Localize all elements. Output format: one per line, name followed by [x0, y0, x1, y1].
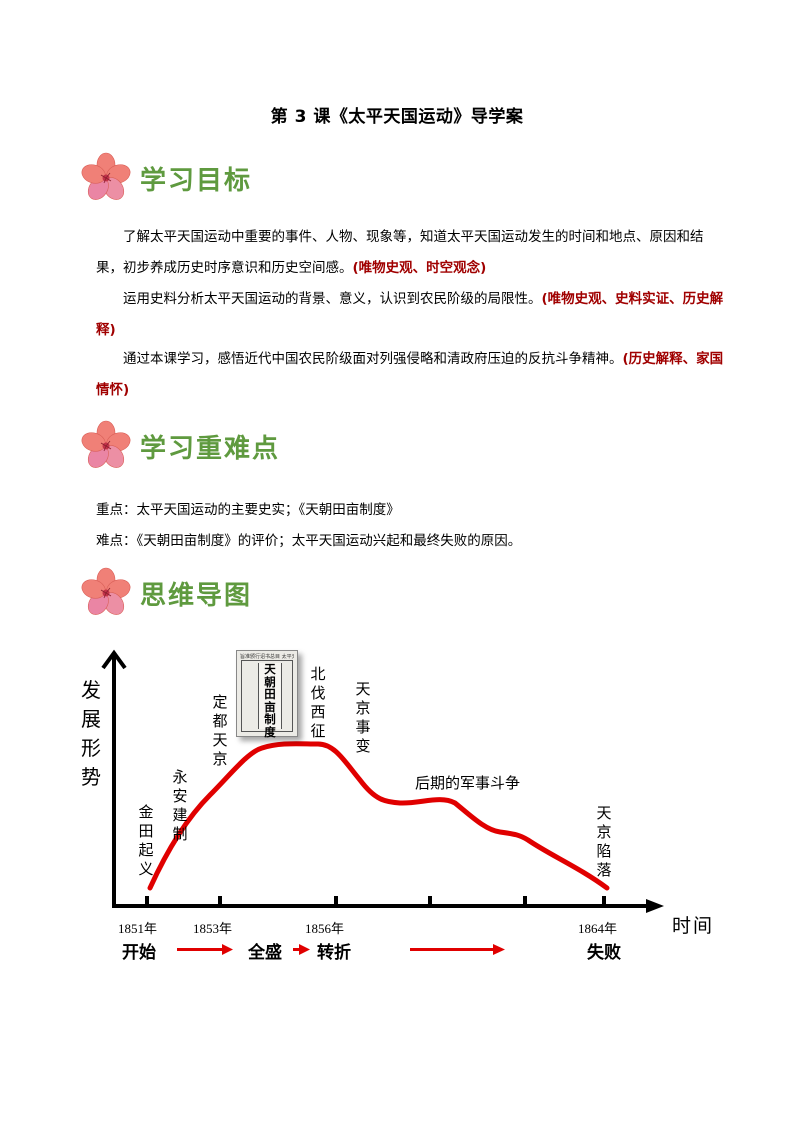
event-label-north-west-expedition: 北伐西征: [310, 665, 326, 740]
difficult-point-item: 难点：《天朝田亩制度》的评价；太平天国运动兴起和最终失败的原因。: [96, 533, 522, 549]
competency-tag: (唯物史观、时空观念): [352, 260, 487, 276]
competency-tag: (唯物史观、史料实证、历史解释): [96, 291, 724, 338]
y-axis: [101, 649, 127, 907]
x-axis-label: 时间: [672, 915, 715, 937]
event-label-jintian-uprising: 金田起义: [138, 803, 154, 878]
section-heading-key-points: 学习重难点: [78, 418, 280, 474]
key-point-item: 重点：太平天国运动的主要史实；《天朝田亩制度》: [96, 502, 400, 518]
goal-text: 了解太平天国运动中重要的事件、人物、现象等，知道太平天国运动发生的时间和地点、原…: [96, 229, 704, 276]
stage-label-start: 开始: [122, 943, 156, 963]
section-heading-label: 学习目标: [140, 165, 253, 196]
competency-tag: (历史解释、家国情怀): [96, 351, 724, 398]
year-tick-1853: 1853年: [193, 921, 233, 936]
section-heading-mind-map: 思维导图: [78, 565, 252, 621]
book-header: 旨准颁行诏书总目 太平天国癸好三年新刻: [240, 654, 294, 660]
goal-paragraph-2: 运用史料分析太平天国运动的背景、意义，认识到农民阶级的局限性。(唯物史观、史料实…: [96, 284, 726, 346]
stage-label-failure: 失败: [587, 943, 621, 963]
book-title: 天朝田亩制度: [258, 663, 282, 738]
goal-paragraph-3: 通过本课学习，感悟近代中国农民阶级面对列强侵略和清政府压迫的反抗斗争精神。(历史…: [96, 344, 726, 406]
development-curve: [147, 741, 610, 891]
section-heading-learning-goals: 学习目标: [78, 150, 252, 206]
stage-label-peak: 全盛: [248, 943, 282, 963]
tianchao-tianmu-book-image: 旨准颁行诏书总目 太平天国癸好三年新刻 天朝田亩制度: [236, 650, 298, 738]
stage-arrows: [177, 944, 505, 955]
y-axis-label: 发展形势: [81, 678, 101, 789]
goal-text: 运用史料分析太平天国运动的背景、意义，认识到农民阶级的局限性。: [123, 291, 542, 307]
cherry-blossom-icon: [81, 152, 131, 200]
goal-text: 通过本课学习，感悟近代中国农民阶级面对列强侵略和清政府压迫的反抗斗争精神。: [123, 351, 623, 367]
section-heading-label: 思维导图: [140, 580, 253, 611]
goal-paragraph-1: 了解太平天国运动中重要的事件、人物、现象等，知道太平天国运动发生的时间和地点、原…: [96, 222, 726, 284]
stage-label-turning: 转折: [317, 943, 351, 963]
year-tick-1864: 1864年: [578, 921, 618, 936]
year-tick-1851: 1851年: [118, 921, 158, 936]
event-label-late-military: 后期的军事斗争: [415, 774, 521, 792]
x-axis: [112, 896, 664, 913]
event-label-fall-of-tianjing: 天京陷落: [596, 804, 612, 879]
event-label-tianjing-incident: 天京事变: [355, 680, 371, 755]
cherry-blossom-icon: [81, 567, 131, 615]
event-label-yongan-system: 永安建制: [172, 768, 188, 843]
page-title: 第 3 课《太平天国运动》导学案: [270, 107, 524, 127]
event-label-capital-tianjing: 定都天京: [212, 693, 228, 768]
section-heading-label: 学习重难点: [140, 433, 281, 464]
year-tick-1856: 1856年: [305, 921, 345, 936]
cherry-blossom-icon: [81, 420, 131, 468]
